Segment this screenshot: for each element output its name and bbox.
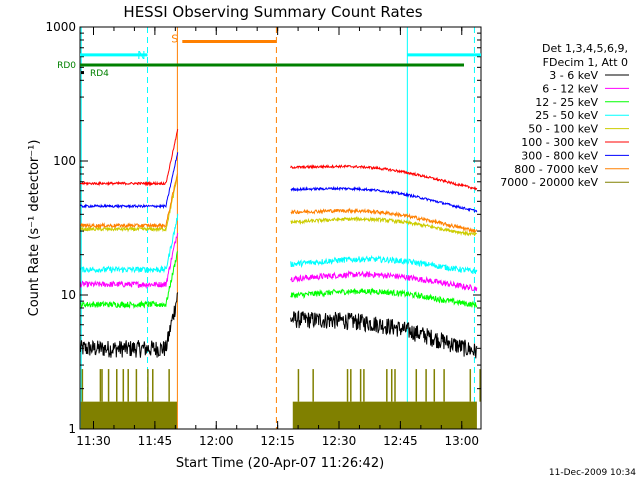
rd4-marker (81, 71, 84, 75)
series-300-800-kev (79, 152, 478, 213)
y-axis: 1 10 100 1000 (45, 20, 481, 436)
legend: Det 1,3,4,5,6,9, FDecim 1, Att 0 3 - 6 k… (500, 42, 629, 189)
legend-label-1: 6 - 12 keV (542, 82, 598, 95)
y-tick-label-2: 100 (53, 154, 76, 168)
series-25-50-kev (79, 213, 478, 275)
series-7000-20000-kev (80, 369, 481, 429)
legend-label-5: 100 - 300 keV (521, 136, 598, 149)
x-tick-label-6: 13:00 (444, 434, 479, 448)
series-band-0 (80, 401, 177, 429)
legend-label-6: 300 - 800 keV (521, 149, 598, 162)
x-tick-label-1: 11:45 (138, 434, 173, 448)
series-12-25-kev (79, 251, 478, 310)
legend-label-4: 50 - 100 keV (528, 123, 598, 136)
status-markers: N S RD0 RD4 (57, 32, 481, 79)
legend-header-line-2: FDecim 1, Att 0 (543, 56, 628, 69)
series-800-7000-kev (79, 173, 478, 234)
legend-label-7: 800 - 7000 keV (514, 163, 598, 176)
plot-frame (79, 26, 482, 430)
y-axis-label: Count Rate (s⁻¹ detector⁻¹) (27, 140, 42, 317)
legend-label-2: 12 - 25 keV (535, 96, 598, 109)
rd0-label: RD0 (57, 61, 76, 71)
y-tick-label-0: 1 (68, 422, 76, 436)
series-6-12-kev (79, 233, 478, 292)
legend-header-line-1: Det 1,3,4,5,6,9, (542, 42, 628, 55)
plot-area (79, 27, 481, 429)
x-tick-label-2: 12:00 (199, 434, 234, 448)
x-tick-label-3: 12:15 (260, 434, 295, 448)
chart-title: HESSI Observing Summary Count Rates (123, 3, 422, 21)
x-tick-label-5: 12:45 (383, 434, 418, 448)
legend-label-0: 3 - 6 keV (549, 69, 598, 82)
y-tick-label-1: 10 (61, 288, 76, 302)
saa-flag-label: S (171, 32, 178, 45)
y-tick-label-3: 1000 (45, 20, 76, 34)
footer-date: 11-Dec-2009 10:34 (549, 468, 636, 478)
rd4-label: RD4 (90, 69, 109, 79)
x-axis: 11:30 11:45 12:00 12:15 12:30 12:45 13:00 (76, 27, 479, 448)
x-tick-label-0: 11:30 (76, 434, 111, 448)
series-band-1 (292, 401, 477, 429)
x-axis-label: Start Time (20-Apr-07 11:26:42) (176, 456, 384, 471)
series-3-6-kev (79, 292, 478, 359)
x-tick-label-4: 12:30 (322, 434, 357, 448)
legend-label-3: 25 - 50 keV (535, 109, 598, 122)
legend-label-8: 7000 - 20000 keV (500, 176, 598, 189)
night-flag-label: N (137, 49, 145, 62)
series-100-300-kev (79, 129, 478, 191)
